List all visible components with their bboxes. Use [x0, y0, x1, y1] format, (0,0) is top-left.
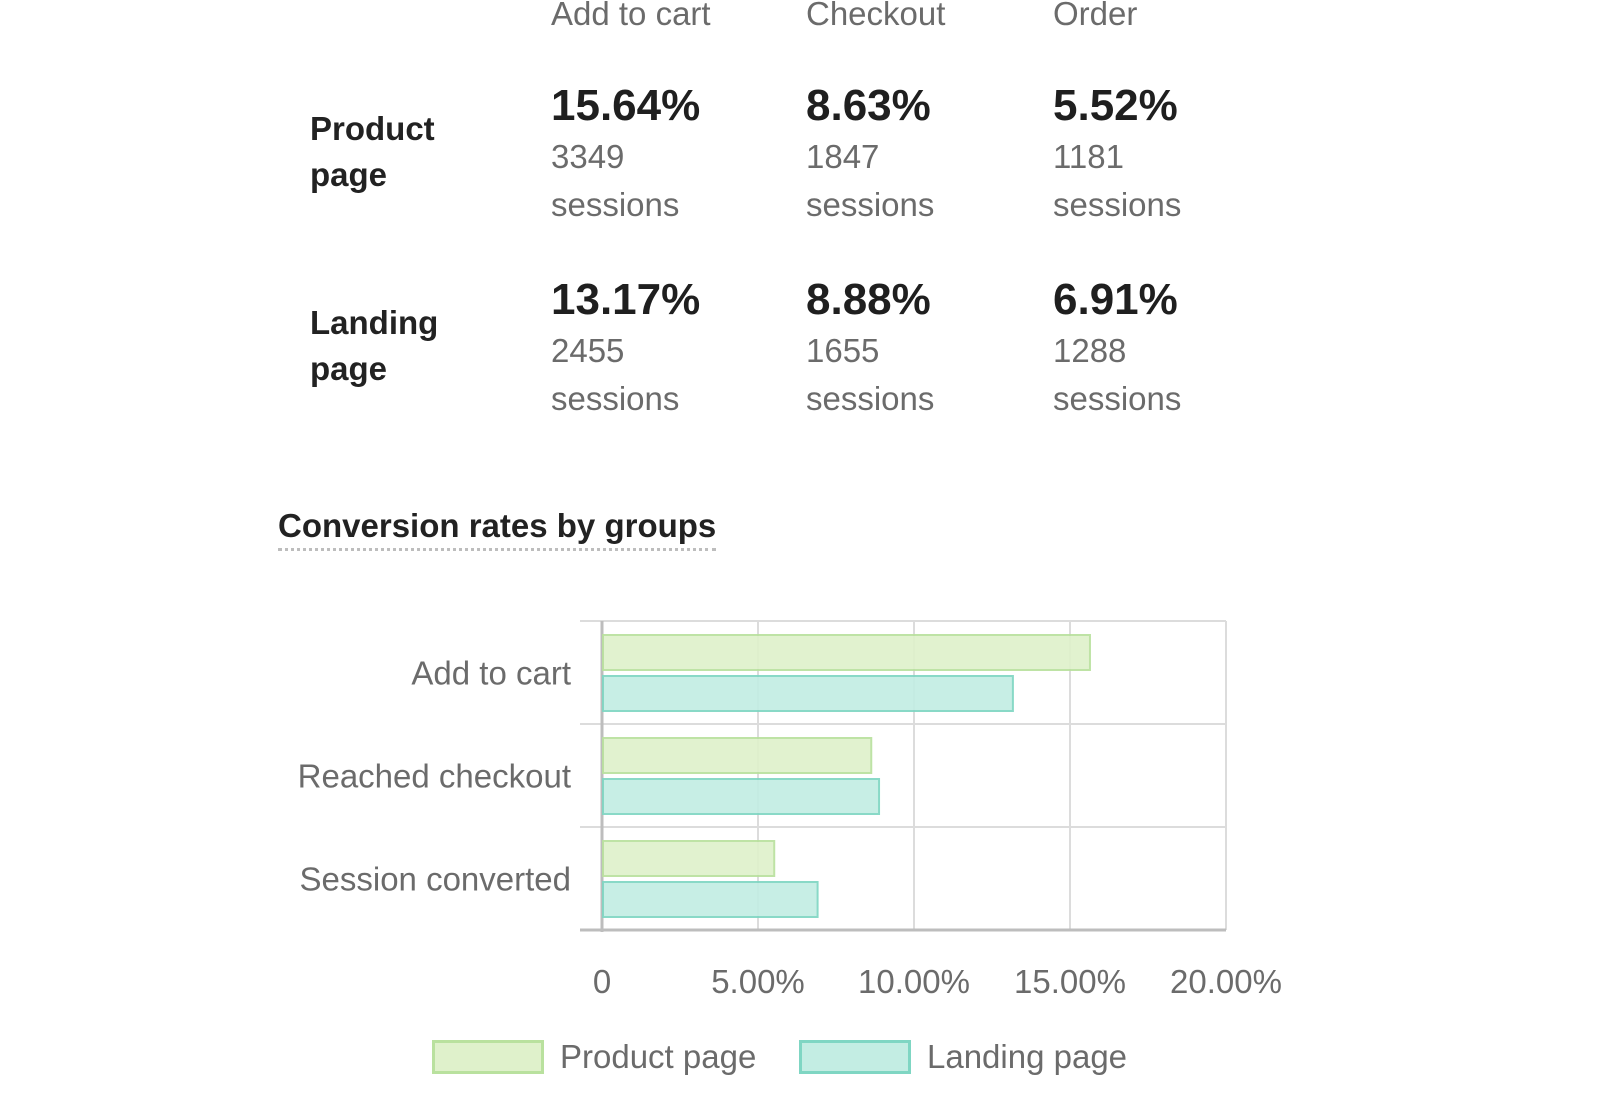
metric-cell: 15.64% 3349 sessions	[551, 80, 791, 228]
session-count: 1181	[1053, 138, 1124, 175]
conversion-rate: 8.88%	[806, 275, 931, 324]
conversion-rate: 5.52%	[1053, 81, 1178, 130]
session-unit: sessions	[806, 380, 935, 417]
row-label-line: page	[310, 350, 388, 387]
metric-cell: 6.91% 1288 sessions	[1053, 274, 1293, 422]
y-tick-label: Reached checkout	[298, 758, 571, 795]
bar	[602, 881, 819, 918]
session-count: 1847	[806, 138, 880, 175]
bar	[602, 778, 881, 815]
bar	[602, 737, 873, 774]
conversion-rate: 6.91%	[1053, 275, 1178, 324]
legend-swatch-product-page	[432, 1040, 544, 1074]
session-count: 1288	[1053, 332, 1127, 369]
metric-cell: 5.52% 1181 sessions	[1053, 80, 1293, 228]
legend-swatch-landing-page	[799, 1040, 911, 1074]
session-count: 1655	[806, 332, 880, 369]
x-tick-label: 5.00%	[711, 963, 805, 1000]
y-tick-label: Add to cart	[411, 655, 571, 692]
session-unit: sessions	[551, 380, 680, 417]
metric-cell: 13.17% 2455 sessions	[551, 274, 791, 422]
metric-cell: 8.88% 1655 sessions	[806, 274, 1046, 422]
conversion-rate: 15.64%	[551, 81, 701, 130]
metric-cell: 8.63% 1847 sessions	[806, 80, 1046, 228]
x-tick-label: 15.00%	[1014, 963, 1126, 1000]
row-label-landing-page: Landing page	[310, 300, 530, 392]
session-count: 2455	[551, 332, 625, 369]
legend-item-landing-page[interactable]: Landing page	[799, 1038, 1127, 1076]
section-title[interactable]: Conversion rates by groups	[278, 506, 717, 551]
session-unit: sessions	[1053, 186, 1182, 223]
row-label-line: Product	[310, 110, 435, 147]
conversion-rate: 8.63%	[806, 81, 931, 130]
session-count: 3349	[551, 138, 625, 175]
legend-label: Product page	[560, 1038, 757, 1075]
x-tick-label: 10.00%	[858, 963, 970, 1000]
session-unit: sessions	[1053, 380, 1182, 417]
column-header-checkout: Checkout	[806, 0, 946, 32]
row-label-line: Landing	[310, 304, 439, 341]
row-label-product-page: Product page	[310, 106, 530, 198]
bar	[602, 840, 776, 877]
session-unit: sessions	[806, 186, 935, 223]
x-tick-label: 0	[593, 963, 611, 1000]
column-header-add-to-cart: Add to cart	[551, 0, 711, 32]
conversion-rate: 13.17%	[551, 275, 701, 324]
bar	[602, 634, 1091, 671]
column-header-order: Order	[1053, 0, 1138, 32]
legend-label: Landing page	[927, 1038, 1128, 1075]
legend-item-product-page[interactable]: Product page	[432, 1038, 756, 1076]
y-tick-label: Session converted	[300, 861, 572, 898]
x-tick-label: 20.00%	[1170, 963, 1282, 1000]
bar	[602, 675, 1014, 712]
session-unit: sessions	[551, 186, 680, 223]
row-label-line: page	[310, 156, 388, 193]
